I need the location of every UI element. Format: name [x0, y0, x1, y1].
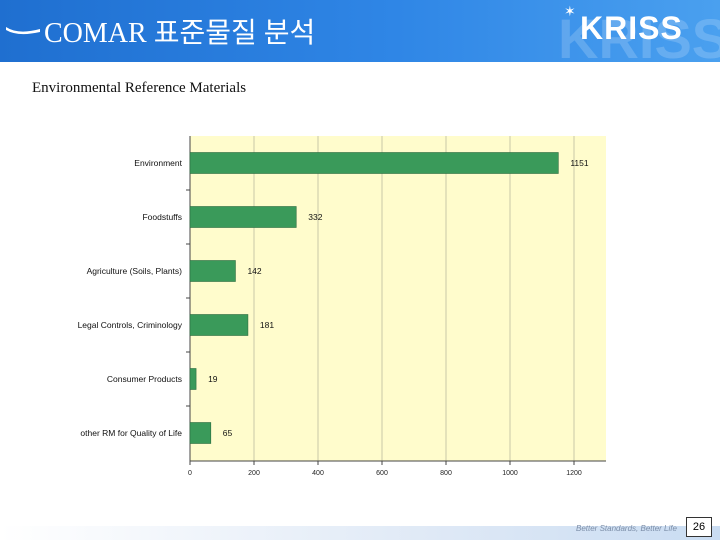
bar: [189, 152, 559, 174]
data-label: 181: [260, 320, 274, 330]
category-label: other RM for Quality of Life: [80, 428, 182, 438]
bar: [189, 260, 236, 282]
data-label: 142: [247, 266, 261, 276]
x-tick-label: 0: [188, 470, 192, 477]
data-label: 1151: [570, 158, 589, 168]
x-tick-label: 1000: [502, 470, 518, 477]
star-icon: ✶: [564, 5, 576, 20]
plot-area: [190, 136, 606, 461]
bar: [189, 368, 197, 390]
x-tick-label: 600: [376, 470, 388, 477]
category-label: Legal Controls, Criminology: [78, 320, 183, 330]
footer-strip: [0, 526, 720, 540]
x-tick-label: 1200: [566, 470, 582, 477]
bar: [189, 206, 297, 228]
data-label: 65: [223, 428, 233, 438]
page-number: 26: [686, 517, 712, 537]
logo-watermark: KRISS: [558, 7, 720, 62]
kriss-logo: KRISS: [580, 10, 683, 46]
category-label: Consumer Products: [107, 374, 182, 384]
footer-slogan: Better Standards, Better Life: [576, 524, 677, 533]
category-label: Foodstuffs: [142, 212, 182, 222]
slide-subtitle: Environmental Reference Materials: [32, 80, 247, 96]
category-label: Agriculture (Soils, Plants): [87, 266, 183, 276]
slide-title: COMAR 표준물질 분석: [44, 18, 316, 49]
data-label: 19: [208, 374, 218, 384]
category-label: Environment: [134, 158, 182, 168]
x-tick-label: 400: [312, 470, 324, 477]
bar: [189, 314, 249, 336]
data-label: 332: [308, 212, 322, 222]
x-tick-label: 200: [248, 470, 260, 477]
header-banner: COMAR 표준물질 분석 KRISS ✶ KRISS: [0, 0, 720, 62]
swoosh-icon: [6, 27, 40, 35]
x-tick-label: 800: [440, 470, 452, 477]
bar: [189, 422, 212, 444]
